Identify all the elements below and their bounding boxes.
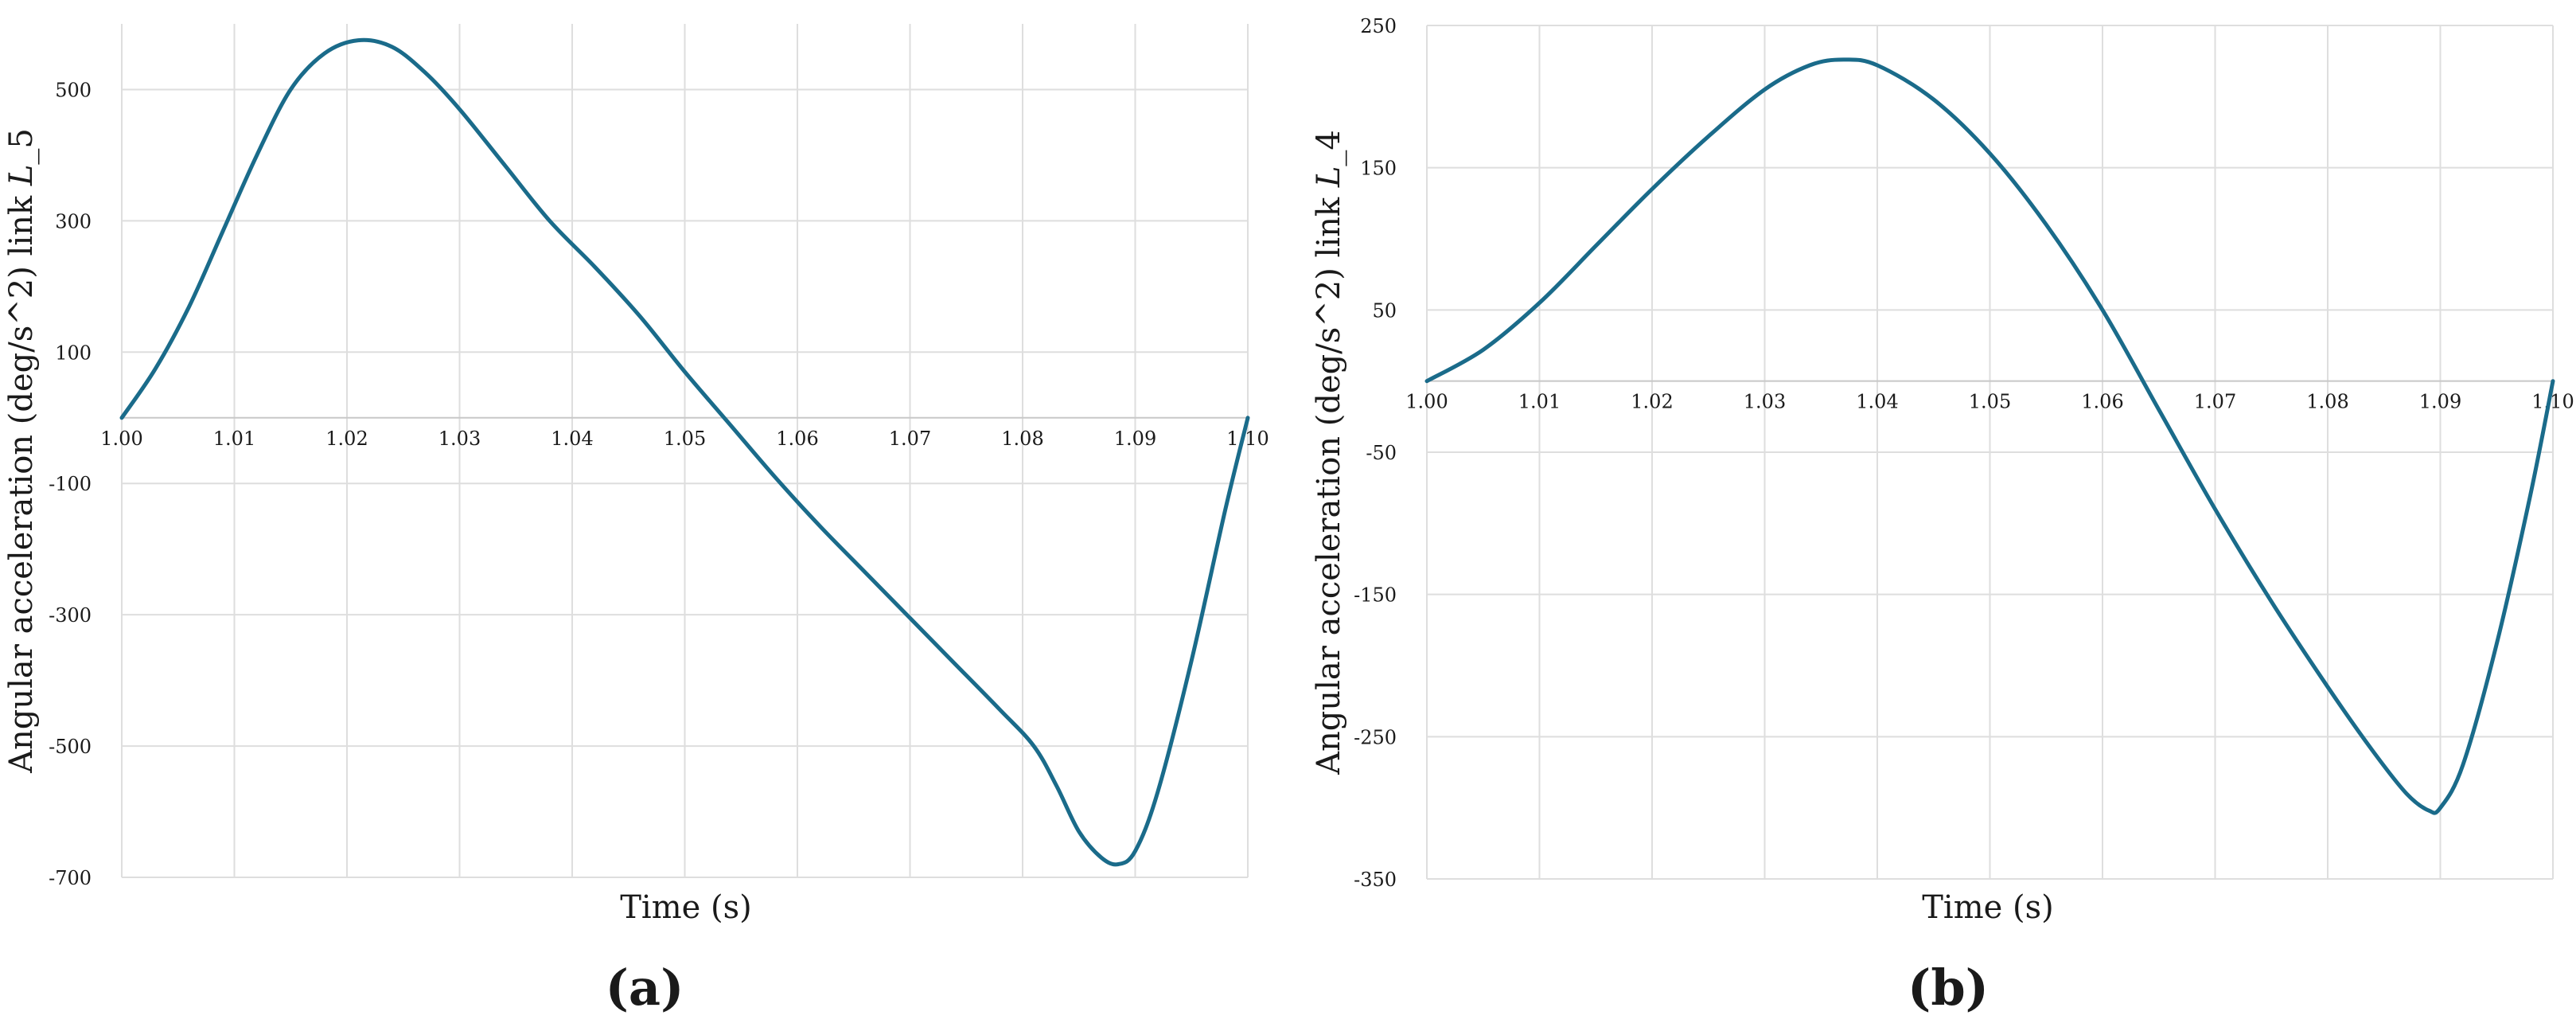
- b-x-tick-label: 1.02: [1631, 391, 1673, 413]
- a-y-tick-label: 100: [55, 342, 92, 364]
- a-y-tick-label: -500: [49, 736, 92, 758]
- a-x-axis-title: Time (s): [620, 889, 752, 926]
- b-x-axis-title: Time (s): [1922, 889, 2054, 926]
- a-x-tick-label: 1.05: [664, 428, 706, 450]
- a-x-tick-label: 1.09: [1114, 428, 1156, 450]
- panel-a-chart: 1.00 1.01 1.02 1.03 1.04 1.05 1.06 1.07 1.08 1.09…: [3, 24, 1269, 1017]
- a-y-tick-label: -300: [49, 604, 92, 627]
- a-x-tick-label: 1.07: [889, 428, 931, 450]
- a-x-tick-label: 1.08: [1001, 428, 1043, 450]
- a-y-axis-title: Angular acceleration (deg/s^2) link L_5: [3, 128, 40, 774]
- a-y-tick-label: 300: [55, 210, 92, 232]
- b-y-axis-title: Angular acceleration (deg/s^2) link L_4: [1311, 130, 1347, 775]
- a-y-tick-label: -100: [49, 473, 92, 495]
- b-y-tick-label: -350: [1354, 869, 1397, 891]
- b-y-tick-label: 250: [1360, 15, 1397, 37]
- a-x-tick-label: 1.01: [213, 428, 255, 450]
- a-x-tick-label: 1.02: [325, 428, 368, 450]
- b-y-tick-label: -250: [1354, 726, 1397, 748]
- a-y-tick-label: 500: [55, 79, 92, 101]
- b-x-tick-label: 1.00: [1405, 391, 1448, 413]
- a-x-tick-label: 1.03: [438, 428, 481, 450]
- b-x-tick-label: 1.06: [2081, 391, 2123, 413]
- b-x-tick-label: 1.10: [2531, 391, 2574, 413]
- b-y-tick-label: 50: [1372, 299, 1397, 322]
- b-panel-label: (b): [1908, 959, 1989, 1017]
- a-x-tick-label: 1.04: [551, 428, 593, 450]
- b-y-tick-label: -150: [1354, 584, 1397, 607]
- b-x-tick-label: 1.07: [2194, 391, 2236, 413]
- a-y-tick-label: -700: [49, 867, 92, 889]
- b-x-tick-label: 1.01: [1518, 391, 1561, 413]
- b-data-line: [1424, 57, 2555, 815]
- a-panel-label: (a): [606, 959, 684, 1017]
- a-data-line: [119, 37, 1250, 867]
- a-x-tick-label: 1.00: [100, 428, 142, 450]
- b-x-tick-label: 1.09: [2419, 391, 2461, 413]
- b-x-tick-label: 1.05: [1969, 391, 2011, 413]
- b-y-tick-label: -50: [1366, 442, 1397, 464]
- b-x-tick-label: 1.08: [2306, 391, 2348, 413]
- b-x-tick-label: 1.03: [1744, 391, 1786, 413]
- panel-b-chart: 1.00 1.01 1.02 1.03 1.04 1.05 1.06 1.07 1.08 1.09…: [1311, 15, 2574, 1017]
- a-x-tick-label: 1.06: [776, 428, 818, 450]
- b-x-tick-label: 1.04: [1856, 391, 1898, 413]
- b-y-tick-label: 150: [1360, 158, 1397, 180]
- a-x-tick-label: 1.10: [1226, 428, 1269, 450]
